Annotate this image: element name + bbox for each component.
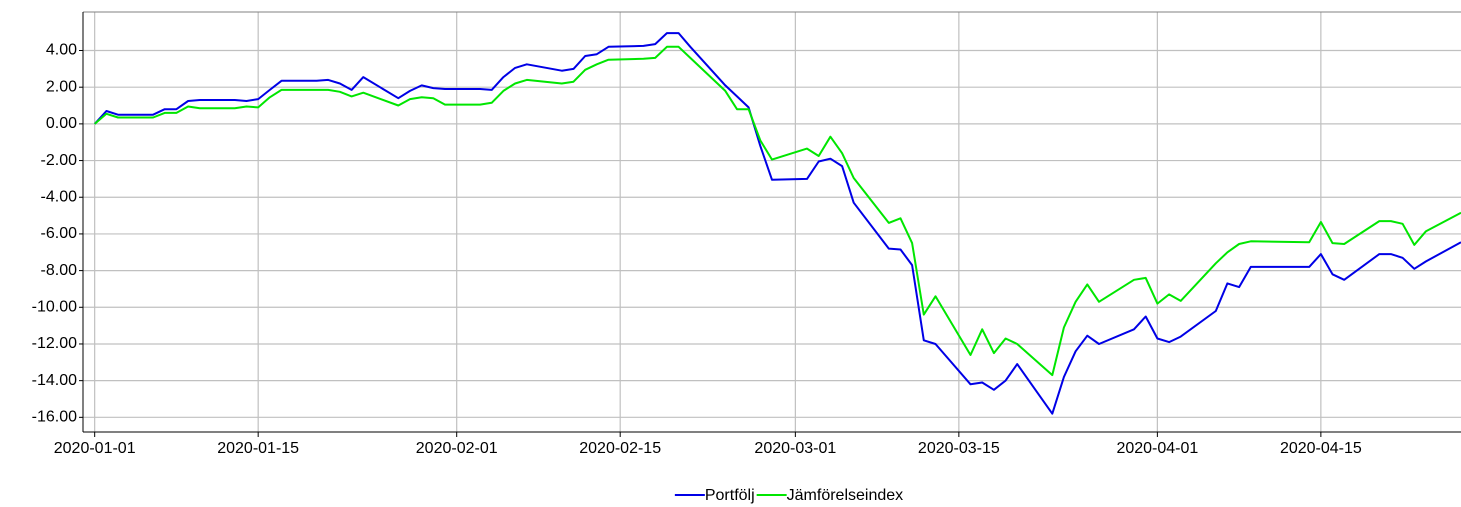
y-tick-label: 2.00: [46, 78, 77, 95]
x-tick-label: 2020-02-01: [416, 440, 498, 457]
y-tick-label: 0.00: [46, 115, 77, 132]
x-tick-label: 2020-04-01: [1116, 440, 1198, 457]
x-tick-label: 2020-01-15: [217, 440, 299, 457]
y-tick-label: -6.00: [41, 225, 78, 242]
x-tick-label: 2020-04-15: [1280, 440, 1362, 457]
y-tick-label: -2.00: [41, 152, 78, 169]
x-tick-label: 2020-03-15: [918, 440, 1000, 457]
legend-label: Jämförelseindex: [787, 487, 904, 504]
legend: Portfölj Jämförelseindex: [674, 487, 904, 504]
y-tick-label: -8.00: [41, 262, 78, 279]
x-tick-label: 2020-02-15: [579, 440, 661, 457]
y-tick-label: 4.00: [46, 42, 77, 59]
x-tick-label: 2020-01-01: [54, 440, 136, 457]
series-line: [94, 45, 1461, 377]
legend-label: Portfölj: [705, 487, 755, 504]
y-tick-label: -14.00: [32, 372, 77, 389]
y-tick-label: -4.00: [41, 188, 78, 205]
x-tick-label: 2020-03-01: [754, 440, 836, 457]
y-tick-label: -10.00: [32, 299, 77, 316]
y-tick-label: -16.00: [32, 409, 77, 426]
y-tick-label: -12.00: [32, 335, 77, 352]
